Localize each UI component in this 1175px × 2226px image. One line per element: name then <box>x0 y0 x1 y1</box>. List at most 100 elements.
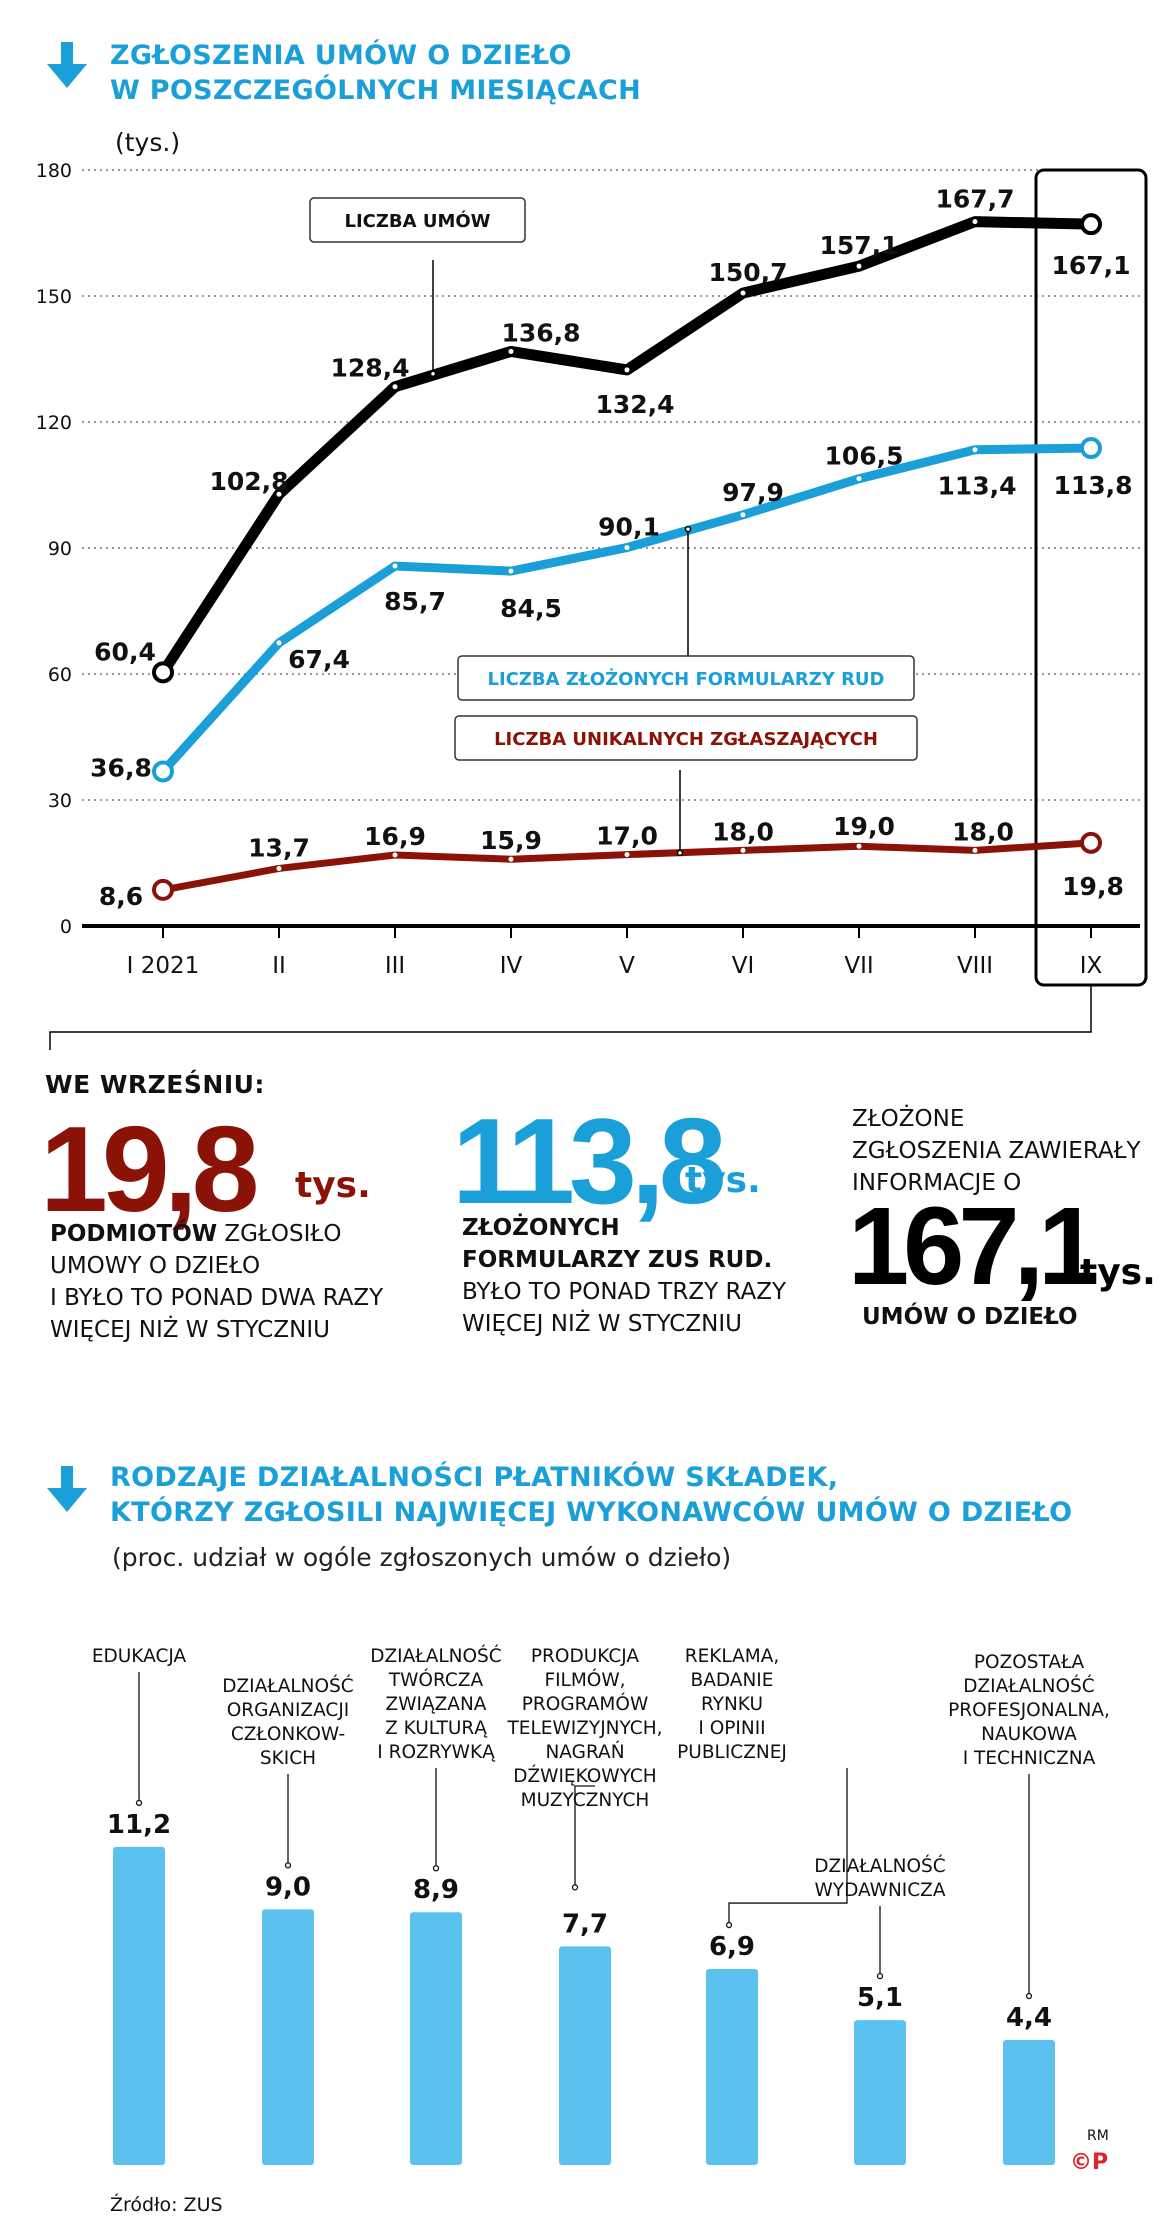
legend-box <box>309 197 526 243</box>
data-label: 132,4 <box>595 390 674 419</box>
x-tick-label: V <box>619 953 635 979</box>
legend-label: LICZBA UMÓW <box>344 210 490 232</box>
point-marker <box>624 545 630 551</box>
endpoint-marker <box>152 878 174 901</box>
stat-unique-line4: WIĘCEJ NIŻ W STYCZNIU <box>50 1317 330 1343</box>
data-label: 85,7 <box>384 587 446 616</box>
data-label: 15,9 <box>480 826 542 855</box>
bar-category-line: DZIAŁALNOŚĆ <box>963 1675 1094 1697</box>
bar-category-line: TELEWIZYJNYCH, <box>506 1718 662 1739</box>
bar-category-line: Z KULTURĄ <box>385 1718 488 1739</box>
bar-value-label: 11,2 <box>107 1810 171 1840</box>
label-pointer-dot <box>284 1862 292 1869</box>
bar-category-line: WYDAWNICZA <box>815 1880 946 1901</box>
bar-category-line: BADANIE <box>691 1670 774 1691</box>
bar-category-line: I ROZRYWKĄ <box>377 1742 496 1763</box>
bar-category-line: REKLAMA, <box>685 1646 780 1667</box>
point-marker <box>276 865 282 871</box>
data-label: 167,7 <box>935 185 1014 214</box>
point-marker <box>624 852 630 858</box>
stat-contracts-line1: ZŁOŻONE <box>852 1106 965 1132</box>
stat-forms-number: 113,8 <box>452 1093 727 1229</box>
stat-unique-number: 19,8 <box>40 1101 259 1237</box>
author-initials: RM <box>1087 2128 1109 2144</box>
stat-contracts-line3: INFORMACJE O <box>852 1170 1022 1196</box>
stat-forms-unit: tys. <box>685 1160 761 1201</box>
bar-category-line: CZŁONKOW- <box>231 1724 345 1745</box>
label-pointer-dot <box>432 1865 440 1872</box>
bar-category-line: POZOSTAŁA <box>974 1652 1085 1673</box>
x-tick-label: VII <box>844 953 873 979</box>
point-marker <box>508 856 514 862</box>
point-marker <box>508 348 514 354</box>
stat-unique-description: PODMIOTÓW ZGŁOSIŁO UMOWY O DZIEŁO I BYŁO… <box>50 1218 383 1346</box>
stat-contracts-line2: ZGŁOSZENIA ZAWIERAŁY <box>852 1138 1141 1164</box>
stat-unique-bold: PODMIOTÓW <box>50 1221 218 1247</box>
data-label: 128,4 <box>330 354 409 383</box>
bar-value-label: 7,7 <box>562 1909 608 1939</box>
bar-category-line: EDUKACJA <box>92 1646 187 1667</box>
stat-forms-description: ZŁOŻONYCH FORMULARZY ZUS RUD. BYŁO TO PO… <box>462 1212 786 1340</box>
summary-heading: WE WRZEŚNIU: <box>45 1070 265 1099</box>
label-pointer-line <box>728 1768 848 1926</box>
bar-category-line: NAGRAŃ <box>545 1741 624 1763</box>
point-marker <box>856 843 862 849</box>
bar-category-line: PUBLICZNEJ <box>677 1742 787 1763</box>
bar-category-line: FILMÓW, <box>544 1669 625 1691</box>
data-label: 13,7 <box>248 833 310 862</box>
label-pointer-line <box>574 1785 595 1888</box>
bar <box>113 1846 165 2165</box>
point-marker <box>392 563 398 569</box>
data-label: 157,1 <box>819 231 898 260</box>
unit-label: (tys.) <box>115 128 181 157</box>
legend: LICZBA UMÓW LICZBA ZŁOŻONYCH FORMULARZY R… <box>309 197 918 857</box>
x-axis-ticks: I 2021 II III IV V VI VII VIII IX <box>49 168 1148 1050</box>
stat-forms-line3: BYŁO TO PONAD TRZY RAZY <box>462 1279 787 1305</box>
series-line-0 <box>157 216 1097 678</box>
label-pointer-dot <box>1025 1992 1033 2000</box>
bar <box>706 1969 758 2165</box>
bar-category-label: POZOSTAŁA DZIAŁALNOŚĆ PROFESJONALNA, NAUKOW… <box>948 1652 1110 1769</box>
data-label: 19,8 <box>1062 872 1124 901</box>
data-label: 136,8 <box>501 318 580 347</box>
data-label: 113,4 <box>937 472 1016 501</box>
data-label: 102,8 <box>209 467 288 496</box>
point-marker <box>276 491 282 497</box>
bar-category-line: PROFESJONALNA, <box>948 1700 1110 1721</box>
data-label: 18,0 <box>712 817 774 846</box>
bar-category-line: ZWIĄZANA <box>386 1694 487 1715</box>
bar-category-line: DŹWIĘKOWYCH <box>513 1765 656 1787</box>
data-label: 8,6 <box>99 882 143 911</box>
data-label: 97,9 <box>722 478 784 507</box>
data-labels: 60,4 102,8 128,4 136,8 132,4 150,7 157,1 167,7 1… <box>90 185 1132 911</box>
stat-contracts-number: 167,1 <box>848 1185 1099 1308</box>
point-marker <box>508 568 514 574</box>
x-tick-label: VI <box>732 953 755 979</box>
bar-category-label: REKLAMA, BADANIE RYNKU I OPINII PUBLICZNEJ <box>677 1646 787 1763</box>
bar-value-label: 9,0 <box>265 1872 311 1902</box>
data-label: 106,5 <box>824 442 903 471</box>
data-label: 84,5 <box>500 594 562 623</box>
data-label: 60,4 <box>94 637 156 666</box>
bar-category-line: DZIAŁALNOŚĆ <box>222 1675 353 1697</box>
legend-pointer-dot <box>429 370 437 377</box>
label-pointer-dot <box>725 1921 733 1929</box>
stat-contracts-intro: ZŁOŻONE ZGŁOSZENIA ZAWIERAŁY INFORMACJE … <box>852 1103 1141 1199</box>
x-tick-label: IV <box>500 953 523 979</box>
bar-category-line: I OPINII <box>698 1718 765 1739</box>
point-marker <box>856 476 862 482</box>
label-pointer-dot <box>876 1973 884 1980</box>
bar-chart-subtitle: (proc. udział w ogóle zgłoszonych umów o… <box>112 1543 732 1572</box>
bar-category-line: MUZYCZNYCH <box>521 1790 650 1811</box>
bar <box>559 1946 611 2165</box>
bar <box>1003 2040 1055 2165</box>
y-tick-label: 60 <box>48 664 72 686</box>
bar-chart-title: RODZAJE DZIAŁALNOŚCI PŁATNIKÓW SKŁADEK, … <box>110 1460 1072 1530</box>
bar <box>262 1909 314 2165</box>
y-tick-label: 90 <box>48 538 72 560</box>
bar-category-line: RYNKU <box>701 1694 763 1715</box>
endpoint-marker <box>152 661 174 684</box>
bar-category-label: DZIAŁALNOŚĆ ORGANIZACJI CZŁONKOW- SKICH <box>222 1675 353 1769</box>
point-marker <box>392 852 398 858</box>
y-tick-label: 30 <box>48 790 72 812</box>
